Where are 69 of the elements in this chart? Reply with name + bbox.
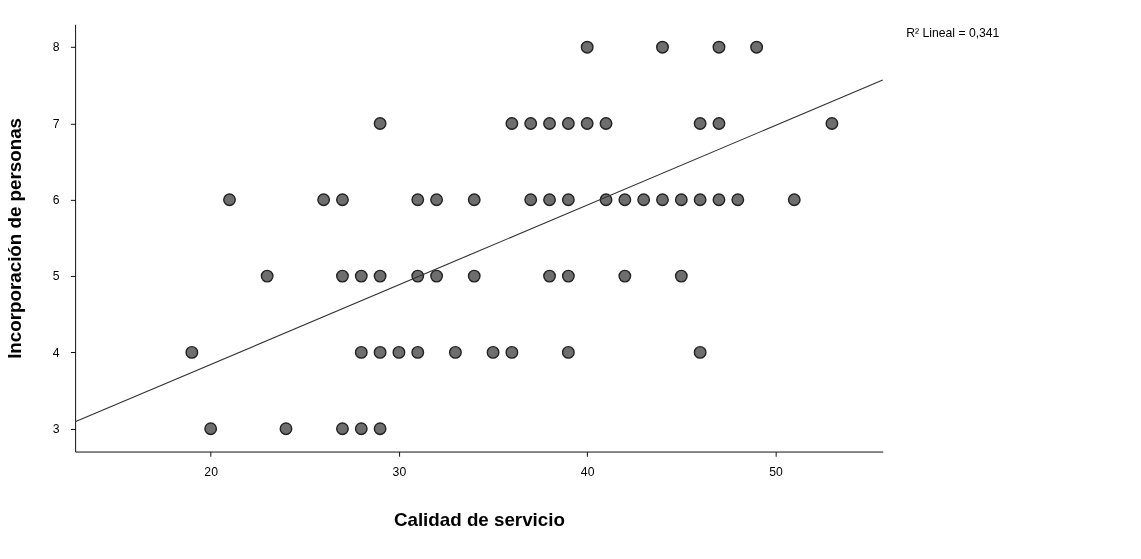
- x-tick-label: 40: [580, 464, 595, 479]
- point: [223, 193, 236, 207]
- point: [373, 345, 387, 359]
- point: [825, 117, 839, 130]
- point: [335, 269, 349, 283]
- point: [354, 422, 368, 436]
- point: [656, 40, 669, 54]
- point: [505, 117, 519, 130]
- point: [693, 345, 707, 359]
- point: [467, 269, 481, 283]
- point: [580, 40, 594, 54]
- point: [335, 193, 349, 207]
- point: [317, 193, 331, 207]
- y-tick-label: 6: [52, 193, 60, 208]
- point: [750, 40, 764, 54]
- point: [486, 345, 500, 359]
- x-axis-title: Calidad de servicio: [393, 509, 565, 531]
- point: [430, 269, 444, 283]
- point: [712, 193, 726, 207]
- point: [580, 117, 594, 130]
- point: [618, 269, 632, 283]
- point: [373, 117, 387, 130]
- point: [354, 345, 368, 359]
- point: [279, 422, 293, 436]
- point: [561, 269, 575, 283]
- y-tick-label: 3: [52, 421, 60, 436]
- point: [561, 117, 575, 130]
- point: [787, 193, 801, 207]
- point: [204, 422, 218, 436]
- point: [411, 345, 425, 359]
- point: [392, 345, 406, 359]
- x-tick-label: 50: [769, 464, 783, 479]
- point: [618, 193, 632, 207]
- point: [430, 193, 444, 207]
- y-tick-label: 5: [52, 269, 60, 284]
- x-tick-label: 20: [204, 464, 219, 479]
- point: [543, 269, 556, 283]
- point: [693, 193, 707, 207]
- point: [411, 193, 425, 207]
- point: [712, 117, 726, 130]
- x-tick-label: 30: [392, 464, 407, 479]
- point: [373, 422, 387, 436]
- point: [335, 422, 349, 436]
- point: [260, 269, 274, 283]
- point: [373, 269, 387, 283]
- y-tick-label: 7: [52, 116, 60, 131]
- point: [674, 193, 688, 207]
- text: R² Lineal = 0,341: [906, 26, 1000, 41]
- point: [505, 345, 519, 359]
- point: [561, 193, 575, 207]
- point: [712, 40, 726, 54]
- point: [543, 117, 556, 130]
- point: [354, 269, 368, 283]
- point: [524, 117, 538, 130]
- point: [599, 117, 613, 130]
- point: [185, 345, 199, 359]
- y-tick-label: 4: [52, 345, 60, 360]
- y-tick-label: 8: [52, 40, 60, 55]
- point: [637, 193, 651, 207]
- point: [731, 193, 745, 207]
- point: [656, 193, 669, 207]
- point: [561, 345, 575, 359]
- point: [524, 193, 538, 207]
- point: [467, 193, 481, 207]
- point: [448, 345, 462, 359]
- point: [693, 117, 707, 130]
- point: [674, 269, 688, 283]
- y-axis-title: Incorporación de personas: [3, 117, 25, 359]
- point: [543, 193, 556, 207]
